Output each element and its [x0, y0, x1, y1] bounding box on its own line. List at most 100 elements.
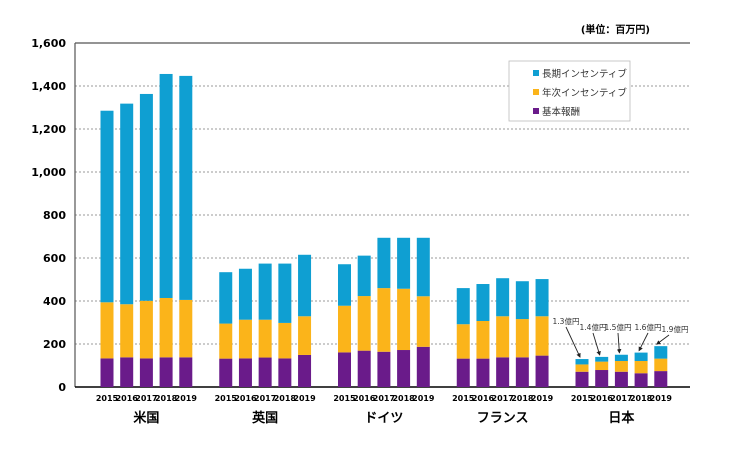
- bar-segment: [496, 278, 510, 317]
- bar-segment: [238, 358, 252, 387]
- bar-segment: [397, 288, 411, 351]
- bar-segment: [595, 361, 609, 371]
- bar-segment: [416, 346, 430, 387]
- x-tick-label: 2015: [96, 394, 119, 403]
- y-tick-label: 1,200: [31, 123, 66, 136]
- bar-segment: [397, 237, 411, 289]
- bar-segment: [338, 305, 351, 353]
- bar-segment: [278, 322, 292, 359]
- bar-segment: [100, 358, 114, 387]
- bar-segment: [298, 316, 312, 355]
- bar-segment: [634, 373, 648, 387]
- bar-segment: [614, 371, 628, 387]
- group-label: ドイツ: [364, 411, 403, 426]
- group-label: 米国: [133, 410, 159, 426]
- bar-segment: [278, 358, 292, 387]
- bar-segment: [238, 268, 252, 320]
- x-tick-label: 2017: [610, 394, 632, 403]
- bar-segment: [258, 263, 272, 320]
- x-tick-label: 2017: [373, 394, 395, 403]
- group-label: 英国: [251, 410, 278, 426]
- x-tick-label: 2016: [591, 394, 614, 403]
- bar-segment: [100, 302, 114, 359]
- y-tick-label: 1,600: [31, 37, 66, 50]
- bar-segment: [159, 73, 173, 298]
- bar-segment: [338, 352, 351, 387]
- x-tick-label: 2019: [412, 394, 435, 403]
- bar-segment: [515, 319, 529, 358]
- bar-segment: [219, 358, 233, 387]
- bar-segment: [100, 110, 114, 303]
- bar-segment: [476, 358, 490, 387]
- bar-segment: [357, 350, 371, 387]
- bar-segment: [377, 288, 391, 352]
- annotation-label: 1.4億円: [580, 322, 607, 332]
- bar-segment: [575, 371, 589, 387]
- bar-segment: [535, 355, 549, 387]
- bar-segment: [159, 357, 173, 387]
- y-tick-label: 0: [58, 381, 66, 394]
- x-tick-label: 2015: [452, 394, 475, 403]
- unit-label: (単位：百万円): [581, 23, 650, 36]
- annotation-arrow: [592, 332, 601, 356]
- bar-segment: [258, 357, 272, 387]
- bar-segment: [416, 237, 430, 297]
- bar-segment: [595, 356, 609, 362]
- bar-segment: [397, 350, 411, 387]
- bar-segment: [258, 319, 272, 358]
- bar-segment: [614, 354, 628, 361]
- bar-segment: [634, 360, 648, 374]
- group-label: 日本: [608, 410, 634, 426]
- x-tick-label: 2017: [492, 394, 514, 403]
- y-tick-label: 600: [43, 252, 66, 265]
- bar-segment: [278, 263, 292, 323]
- bar-segment: [139, 93, 153, 301]
- annotation-label: 1.9億円: [662, 324, 689, 334]
- bar-segment: [535, 279, 549, 317]
- bar-segment: [476, 320, 490, 359]
- legend-swatch: [533, 108, 539, 114]
- x-tick-label: 2016: [234, 394, 257, 403]
- x-tick-label: 2016: [353, 394, 376, 403]
- bar-segment: [654, 358, 668, 372]
- bar-segment: [159, 297, 173, 358]
- bar-segment: [575, 359, 589, 365]
- x-tick-label: 2017: [254, 394, 276, 403]
- x-tick-label: 2019: [293, 394, 316, 403]
- bar-segment: [515, 357, 529, 387]
- bar-segment: [634, 352, 648, 361]
- bar-segment: [575, 364, 589, 372]
- legend-swatch: [533, 89, 539, 95]
- y-tick-label: 400: [43, 295, 66, 308]
- bar-segment: [338, 264, 351, 306]
- y-tick-label: 1,400: [31, 80, 66, 93]
- bar-segment: [219, 323, 233, 359]
- bar-segment: [535, 316, 549, 356]
- bar-segment: [298, 254, 312, 317]
- annotation-arrow: [638, 332, 649, 352]
- legend-box: [508, 60, 631, 122]
- x-tick-label: 2019: [175, 394, 198, 403]
- x-tick-label: 2016: [116, 394, 139, 403]
- bar-segment: [139, 300, 153, 359]
- x-tick-label: 2019: [650, 394, 673, 403]
- legend-swatch: [533, 70, 539, 76]
- y-tick-label: 1,000: [31, 166, 66, 179]
- bar-segment: [357, 296, 371, 351]
- annotation-arrow: [656, 334, 670, 345]
- annotation-label: 1.5億円: [605, 322, 632, 332]
- annotation-arrow: [616, 332, 622, 354]
- x-tick-label: 2015: [571, 394, 594, 403]
- bar-segment: [515, 281, 529, 320]
- bar-segment: [120, 304, 134, 358]
- y-tick-label: 800: [43, 209, 66, 222]
- group-label: フランス: [477, 411, 529, 426]
- x-tick-label: 2015: [215, 394, 238, 403]
- annotation-label: 1.6億円: [635, 322, 662, 332]
- bar-segment: [416, 296, 430, 347]
- x-tick-label: 2017: [135, 394, 157, 403]
- bar-segment: [614, 360, 628, 372]
- x-tick-label: 2018: [392, 394, 415, 403]
- bar-segment: [238, 319, 252, 359]
